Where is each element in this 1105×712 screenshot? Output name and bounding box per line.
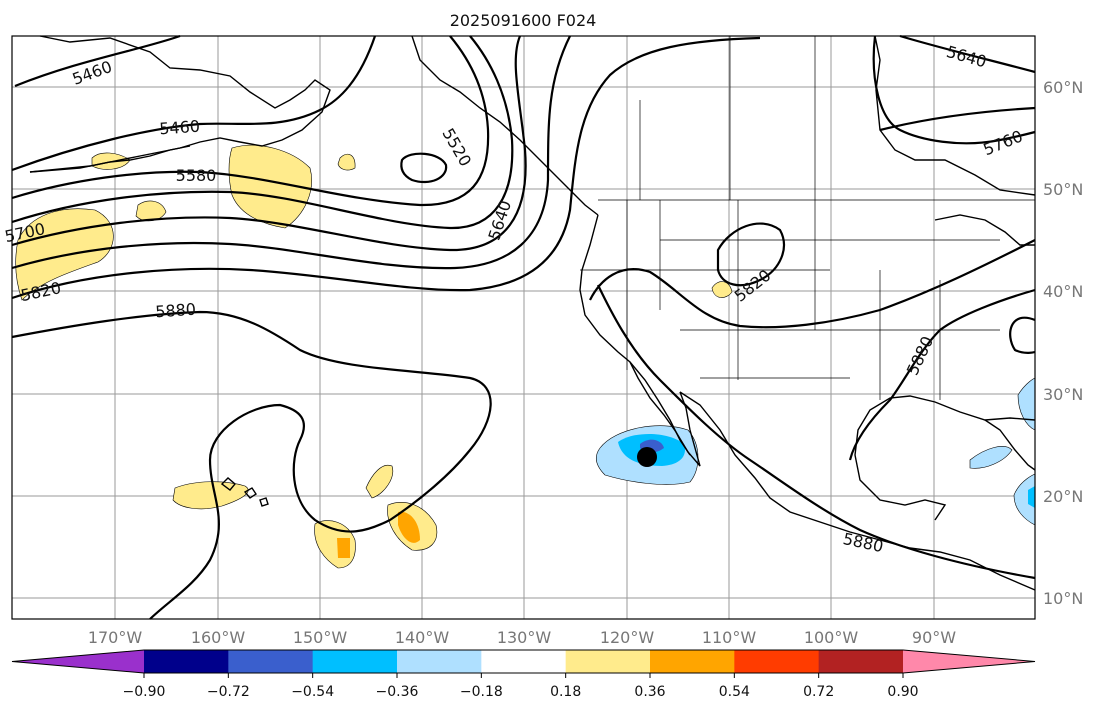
alaska-coast — [29, 35, 331, 173]
lon-label: 100°W — [804, 628, 859, 647]
colorbar-tick-label: 0.90 — [887, 684, 918, 700]
colorbar: −0.90 −0.72 −0.54 −0.36 −0.18 0.18 0.36 0.54 0.7… — [11, 649, 1036, 700]
positive-anomaly-south-2-core — [398, 511, 420, 543]
lat-label: 10°N — [1043, 589, 1083, 608]
positive-anomaly-small-2 — [135, 200, 167, 222]
map-panel: 5460 5460 5520 5580 5640 5640 5700 5760 … — [3, 34, 1036, 620]
contour-label: 5460 — [159, 117, 201, 139]
contour-line — [899, 34, 1036, 74]
negative-anomaly-east-2-core — [1028, 486, 1035, 508]
florida-coast — [984, 419, 1036, 471]
great-lakes-outline — [934, 214, 1035, 246]
lon-label: 130°W — [497, 628, 552, 647]
positive-anomaly-colorado — [711, 281, 733, 298]
colorbar-segment — [818, 650, 904, 673]
colorbar-tick-label: −0.72 — [207, 684, 250, 700]
contour-line — [400, 152, 448, 184]
contour-line — [848, 288, 1036, 461]
colorbar-segment — [397, 650, 482, 673]
contour-line — [11, 35, 377, 172]
hawaii-islands — [220, 477, 269, 507]
figure-title: 2025091600 F024 — [450, 11, 597, 30]
longitude-labels: 170°W 160°W 150°W 140°W 130°W 120°W 110°… — [88, 628, 956, 647]
contour-label: 5580 — [176, 166, 217, 185]
lon-label: 120°W — [600, 628, 655, 647]
colorbar-extend-low — [12, 650, 144, 673]
lat-label: 40°N — [1043, 282, 1083, 301]
hudson-coast — [874, 35, 1036, 196]
colorbar-extend-high — [903, 650, 1035, 673]
contour-line — [1009, 316, 1036, 354]
lon-label: 160°W — [191, 628, 246, 647]
height-contours — [11, 34, 1036, 620]
contour-label: 5880 — [155, 300, 197, 322]
colorbar-tick-label: −0.54 — [291, 684, 334, 700]
colorbar-segment — [228, 650, 314, 673]
contour-line — [11, 36, 761, 300]
positive-anomaly-hawaii — [172, 481, 249, 510]
lon-label: 110°W — [702, 628, 757, 647]
political-borders — [580, 36, 1035, 400]
aleutian-chain — [29, 145, 191, 173]
colorbar-segment — [312, 650, 398, 673]
colorbar-tick-label: −0.36 — [376, 684, 419, 700]
positive-anomaly-north-pacific — [228, 144, 312, 229]
colorbar-segment — [734, 650, 820, 673]
contour-line — [11, 35, 514, 230]
colorbar-segment — [565, 650, 651, 673]
lat-label: 60°N — [1043, 78, 1083, 97]
gulf-coast — [854, 395, 1036, 521]
colorbar-tick-label: 0.54 — [719, 684, 750, 700]
lon-label: 90°W — [912, 628, 956, 647]
colorbar-tick-label: 0.72 — [803, 684, 834, 700]
lon-label: 150°W — [293, 628, 348, 647]
contour-line — [11, 35, 571, 270]
mexico-west-coast — [679, 391, 1036, 591]
lat-label: 50°N — [1043, 180, 1083, 199]
positive-anomaly-south-1-core — [337, 538, 350, 558]
lat-label: 30°N — [1043, 385, 1083, 404]
negative-anomaly-gulf — [969, 446, 1013, 469]
colorbar-tick-label: 0.18 — [550, 684, 581, 700]
colorbar-segment — [481, 650, 567, 673]
positive-anomaly-small-3 — [337, 153, 356, 171]
baja-peninsula — [629, 361, 701, 467]
contour-line — [11, 35, 527, 252]
colorbar-tick-label: −0.90 — [123, 684, 166, 700]
colorbar-segment — [650, 650, 735, 673]
contour-line — [11, 310, 492, 620]
contour-line — [872, 35, 1036, 145]
storm-center-marker — [637, 447, 657, 467]
contour-line — [589, 239, 1036, 329]
contour-line — [14, 34, 181, 88]
map-frame — [11, 35, 1036, 620]
contour-line — [716, 222, 785, 287]
colorbar-tick-label: 0.36 — [634, 684, 665, 700]
lon-label: 170°W — [88, 628, 143, 647]
latitude-labels: 60°N 50°N 40°N 30°N 20°N 10°N — [1043, 78, 1083, 608]
lat-label: 20°N — [1043, 487, 1083, 506]
contour-line — [597, 284, 1036, 580]
contour-line — [11, 35, 490, 207]
colorbar-tick-label: −0.18 — [460, 684, 503, 700]
positive-anomaly-south-3 — [365, 464, 394, 499]
lon-label: 140°W — [395, 628, 450, 647]
contour-line — [879, 106, 1036, 132]
colorbar-segment — [144, 650, 229, 673]
